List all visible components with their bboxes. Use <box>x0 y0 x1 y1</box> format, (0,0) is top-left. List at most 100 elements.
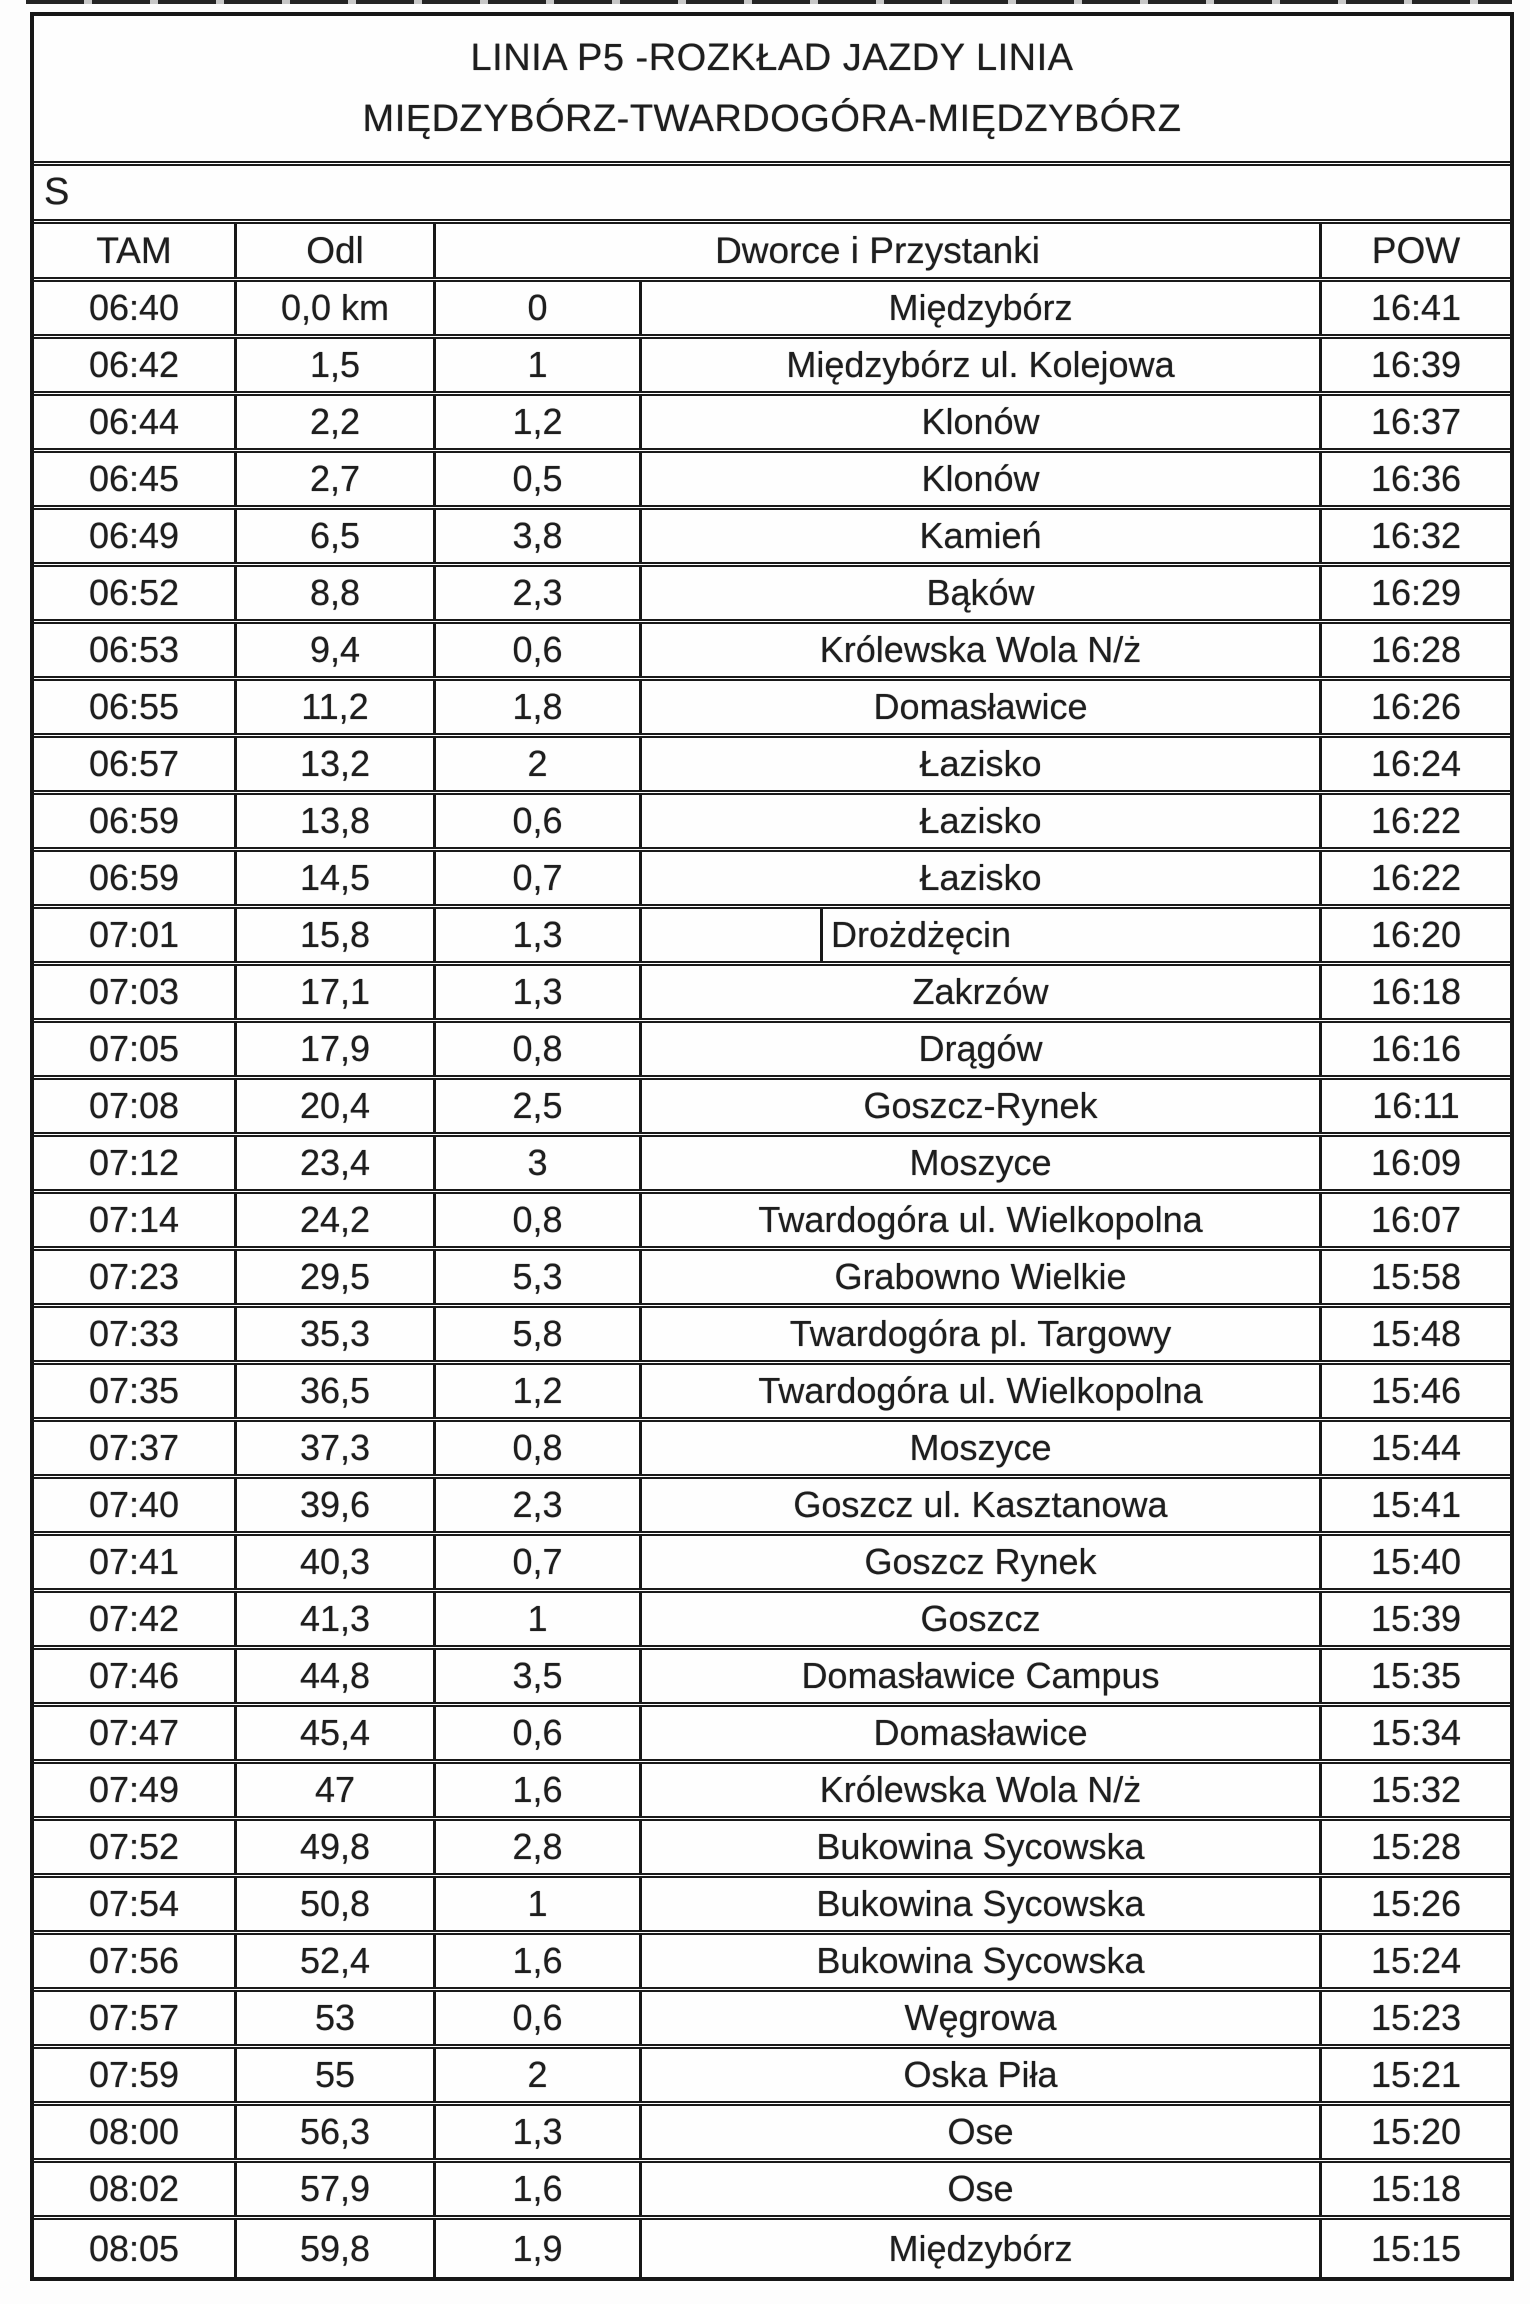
cell-station-name: Klonów <box>642 453 1322 505</box>
table-row: 07:01 15,8 1,3 Drożdżęcin 16:20 <box>34 909 1510 966</box>
station-name-text: Królewska Wola N/ż <box>819 1769 1142 1810</box>
cell-distance-total: 47 <box>237 1764 436 1816</box>
table-row: 07:54 50,8 1 Bukowina Sycowska 15:26 <box>34 1878 1510 1935</box>
cell-departure-time: 07:03 <box>34 966 237 1018</box>
cell-departure-time: 08:05 <box>34 2220 237 2277</box>
table-row: 07:52 49,8 2,8 Bukowina Sycowska 15:28 <box>34 1821 1510 1878</box>
cell-distance-delta: 0,6 <box>436 1707 642 1759</box>
station-name-text: Ose <box>947 2111 1014 2152</box>
cell-departure-time: 06:53 <box>34 624 237 676</box>
title-line-1: LINIA P5 -ROZKŁAD JAZDY LINIA <box>470 36 1074 79</box>
cell-distance-delta: 1,2 <box>436 396 642 448</box>
cell-distance-total: 50,8 <box>237 1878 436 1930</box>
cell-station-name: Ose <box>642 2106 1322 2158</box>
cell-return-time: 15:34 <box>1370 1712 1462 1753</box>
cell-distance-delta: 3,5 <box>436 1650 642 1702</box>
cell-station-name: Drożdżęcin <box>642 909 1322 961</box>
table-row: 07:57 53 0,6 Węgrowa 15:23 <box>34 1992 1510 2049</box>
cell-station-name: Grabowno Wielkie <box>642 1251 1322 1303</box>
table-row: 07:59 55 2 Oska Piła 15:21 <box>34 2049 1510 2106</box>
cell-departure-time: 07:40 <box>34 1479 237 1531</box>
cell-distance-delta: 0,7 <box>436 852 642 904</box>
cell-distance-total: 23,4 <box>237 1137 436 1189</box>
cell-return-time: 15:18 <box>1370 2168 1462 2209</box>
cell-return-time: 16:22 <box>1370 857 1462 898</box>
table-row: 06:45 2,7 0,5 Klonów 16:36 <box>34 453 1510 510</box>
cell-return-time: 16:09 <box>1370 1142 1462 1183</box>
cell-distance-delta: 0,5 <box>436 453 642 505</box>
cell-departure-time: 06:59 <box>34 852 237 904</box>
cell-station-name: Oska Piła <box>642 2049 1322 2101</box>
cell-distance-delta: 1,9 <box>436 2220 642 2277</box>
cell-return-time: 15:41 <box>1370 1484 1462 1525</box>
cell-station-name: Ose <box>642 2163 1322 2215</box>
cell-station-name: Międzybórz <box>642 2220 1322 2277</box>
station-name-text: Twardogóra ul. Wielkopolna <box>758 1370 1203 1411</box>
cell-station-name: Międzybórz <box>642 282 1322 334</box>
cell-departure-time: 07:57 <box>34 1992 237 2044</box>
cell-departure-time: 08:00 <box>34 2106 237 2158</box>
cell-departure-time: 06:45 <box>34 453 237 505</box>
cell-distance-delta: 2,8 <box>436 1821 642 1873</box>
cell-return-time: 15:46 <box>1370 1370 1462 1411</box>
col-header-odl: Odl <box>237 224 436 277</box>
station-name-text: Węgrowa <box>904 1997 1057 2038</box>
station-name-text: Twardogóra ul. Wielkopolna <box>758 1199 1203 1240</box>
cell-distance-total: 52,4 <box>237 1935 436 1987</box>
table-row: 06:57 13,2 2 Łazisko 16:24 <box>34 738 1510 795</box>
title-line-2: MIĘDZYBÓRZ-TWARDOGÓRA-MIĘDZYBÓRZ <box>362 97 1182 140</box>
cell-station-name: Goszcz Rynek <box>642 1536 1322 1588</box>
station-name-text: Ose <box>947 2168 1014 2209</box>
cell-distance-delta: 0,6 <box>436 795 642 847</box>
station-name-text: Międzybórz <box>888 287 1073 328</box>
cell-departure-time: 06:42 <box>34 339 237 391</box>
cell-distance-delta: 1,3 <box>436 909 642 961</box>
cell-return-time: 15:48 <box>1370 1313 1462 1354</box>
cell-distance-delta: 1 <box>436 339 642 391</box>
cell-return-time: 15:23 <box>1370 1997 1462 2038</box>
table-row: 07:47 45,4 0,6 Domasławice 15:34 <box>34 1707 1510 1764</box>
cell-distance-delta: 0,8 <box>436 1422 642 1474</box>
cell-distance-total: 17,1 <box>237 966 436 1018</box>
cell-return-time: 15:20 <box>1370 2111 1462 2152</box>
cell-return-time: 15:32 <box>1370 1769 1462 1810</box>
cell-return-time: 16:26 <box>1370 686 1462 727</box>
cell-distance-delta: 1 <box>436 1593 642 1645</box>
cell-distance-delta: 3,8 <box>436 510 642 562</box>
cell-station-name: Goszcz ul. Kasztanowa <box>642 1479 1322 1531</box>
station-name-text: Łazisko <box>919 743 1042 784</box>
cell-departure-time: 07:56 <box>34 1935 237 1987</box>
table-row: 07:23 29,5 5,3 Grabowno Wielkie 15:58 <box>34 1251 1510 1308</box>
cell-return-time: 16:07 <box>1370 1199 1462 1240</box>
cell-return-time: 15:21 <box>1370 2054 1462 2095</box>
station-name-text: Międzybórz <box>888 2227 1073 2269</box>
cell-departure-time: 07:42 <box>34 1593 237 1645</box>
cell-departure-time: 07:41 <box>34 1536 237 1588</box>
cell-departure-time: 06:59 <box>34 795 237 847</box>
cell-departure-time: 06:40 <box>34 282 237 334</box>
station-name-text: Klonów <box>921 401 1040 442</box>
cell-distance-delta: 2 <box>436 738 642 790</box>
table-row: 07:03 17,1 1,3 Zakrzów 16:18 <box>34 966 1510 1023</box>
cell-return-time: 16:29 <box>1370 572 1462 613</box>
table-row: 06:44 2,2 1,2 Klonów 16:37 <box>34 396 1510 453</box>
cell-station-name: Domasławice Campus <box>642 1650 1322 1702</box>
cell-departure-time: 07:14 <box>34 1194 237 1246</box>
cell-station-name: Domasławice <box>642 681 1322 733</box>
station-name-text: Łazisko <box>919 800 1042 841</box>
table-row: 07:46 44,8 3,5 Domasławice Campus 15:35 <box>34 1650 1510 1707</box>
cell-distance-total: 41,3 <box>237 1593 436 1645</box>
table-row: 07:40 39,6 2,3 Goszcz ul. Kasztanowa 15:… <box>34 1479 1510 1536</box>
cell-station-name: Łazisko <box>642 852 1322 904</box>
table-row: 06:59 13,8 0,6 Łazisko 16:22 <box>34 795 1510 852</box>
cell-station-name: Drągów <box>642 1023 1322 1075</box>
cell-return-time: 16:22 <box>1370 800 1462 841</box>
cell-station-name: Bąków <box>642 567 1322 619</box>
station-name-text: Drągów <box>918 1028 1043 1069</box>
cell-distance-total: 8,8 <box>237 567 436 619</box>
cell-distance-total: 29,5 <box>237 1251 436 1303</box>
cell-station-name: Twardogóra ul. Wielkopolna <box>642 1365 1322 1417</box>
table-row: 06:52 8,8 2,3 Bąków 16:29 <box>34 567 1510 624</box>
cell-distance-total: 40,3 <box>237 1536 436 1588</box>
table-row: 07:14 24,2 0,8 Twardogóra ul. Wielkopoln… <box>34 1194 1510 1251</box>
